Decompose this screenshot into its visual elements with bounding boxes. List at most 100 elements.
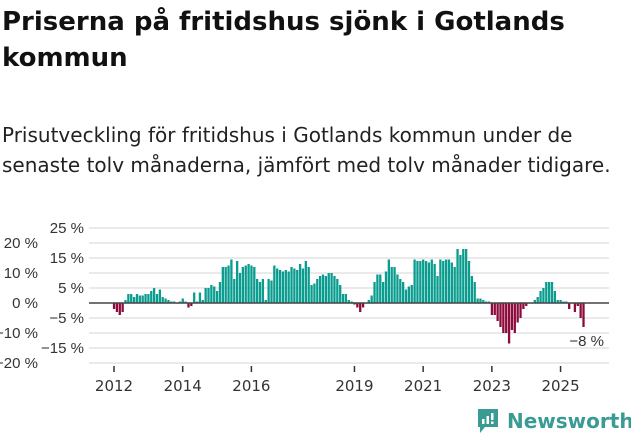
bar (447, 259, 451, 303)
bar (436, 276, 439, 303)
last-value-label: −8 % (569, 333, 604, 350)
bar (330, 273, 333, 303)
y-tick-label: −5 % (49, 310, 84, 327)
bar (190, 303, 193, 306)
bar (273, 265, 276, 303)
bar (573, 303, 577, 312)
bar (513, 303, 516, 333)
bar (493, 303, 496, 315)
x-tick-label: 2016 (232, 377, 270, 395)
x-tick-label: 2023 (473, 377, 511, 395)
brand-name: Newsworthy (507, 409, 631, 433)
bar (462, 249, 465, 303)
bar (115, 303, 119, 312)
bar (247, 264, 250, 303)
bar (387, 259, 390, 303)
bar (467, 261, 471, 303)
x-axis: 2012 2014 2016 2019 2021 2023 2025 (95, 366, 580, 395)
y-tick-label: −20 % (0, 355, 38, 372)
bar (396, 274, 399, 303)
bar (456, 249, 459, 303)
bar (344, 294, 348, 303)
bar (507, 303, 511, 344)
bar (224, 267, 227, 303)
bar (238, 273, 242, 303)
y-tick-label: 15 % (50, 250, 84, 267)
bar (533, 300, 536, 303)
bar (204, 288, 207, 303)
x-tick-label: 2019 (335, 377, 373, 395)
bar (479, 298, 482, 303)
bar (301, 268, 305, 303)
bar (522, 303, 525, 309)
newsworthy-logo: Newsworthy (476, 408, 631, 434)
bar (384, 271, 388, 303)
bar (144, 294, 147, 303)
bar (542, 288, 545, 303)
bar (410, 285, 413, 303)
y-tick-label: 25 % (50, 220, 84, 237)
bar (376, 274, 379, 303)
bar (218, 282, 222, 303)
bar (293, 268, 296, 303)
bar (370, 295, 373, 303)
bar (470, 276, 474, 303)
bar (490, 303, 494, 315)
bar (473, 282, 476, 303)
bar (253, 267, 256, 303)
bar (215, 291, 219, 303)
chart-subtitle: Prisutveckling för fritidshus i Gotlands… (2, 123, 611, 177)
bars (112, 249, 585, 344)
y-axis-labels: 25 % 20 % 15 % 10 % 5 % 0 % −5 % −10 %−15 %−20 … (0, 220, 84, 372)
bar (112, 303, 116, 309)
bar (525, 303, 528, 306)
bar (124, 300, 127, 303)
bar (439, 259, 442, 303)
bar (235, 261, 239, 303)
bar (256, 279, 259, 303)
bar (402, 282, 405, 303)
bar (193, 292, 196, 303)
bar (553, 291, 557, 303)
bar (250, 265, 253, 303)
bar (559, 300, 562, 303)
bar (281, 271, 285, 303)
bar (427, 262, 431, 303)
bar (155, 294, 159, 303)
bar (130, 294, 133, 303)
bar (210, 285, 213, 303)
bar (539, 291, 542, 303)
bar (138, 295, 141, 303)
bar (290, 267, 293, 303)
bar (464, 249, 468, 303)
bar (141, 295, 144, 303)
gridlines (89, 227, 609, 364)
bar (230, 259, 233, 303)
bar (359, 303, 362, 312)
bar (316, 279, 319, 303)
bar (270, 280, 273, 303)
bar (198, 292, 202, 303)
bar (221, 267, 224, 303)
bar (476, 298, 479, 303)
bar (207, 288, 210, 303)
bar (258, 282, 262, 303)
bar (213, 286, 216, 303)
bar (327, 273, 330, 303)
bar (361, 303, 365, 308)
y-tick-label: −15 % (41, 340, 84, 357)
bar (347, 300, 350, 303)
bar (167, 300, 170, 303)
bar (407, 286, 411, 303)
y-tick-label: 5 % (58, 280, 84, 297)
x-tick-label: 2012 (95, 377, 133, 395)
bar (579, 303, 582, 318)
bar (556, 300, 559, 303)
bar (287, 271, 290, 303)
bar (459, 255, 462, 303)
bar (147, 294, 150, 303)
bar (321, 274, 325, 303)
bar (416, 261, 419, 303)
y-tick-label: −10 % (0, 325, 38, 342)
bar (313, 283, 316, 303)
